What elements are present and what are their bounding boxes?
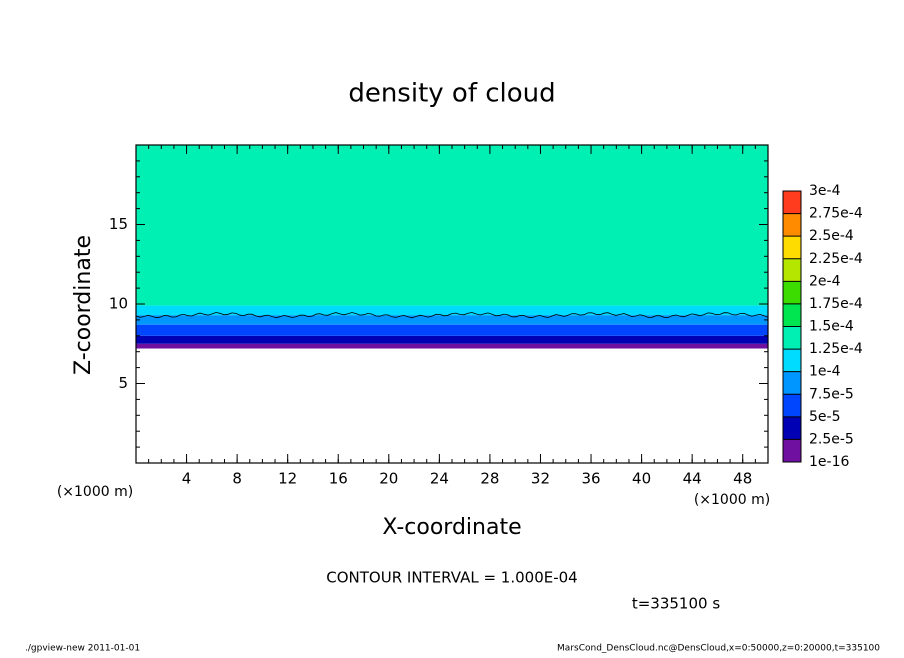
colorbar-label: 1.75e-4 [809, 296, 863, 312]
footer-left: ./gpview-new 2011-01-01 [25, 644, 140, 654]
colorbar-label: 2.5e-5 [809, 431, 854, 447]
colorbar-swatch [783, 303, 801, 327]
colorbar-label: 1e-16 [809, 454, 849, 470]
x-tick-label: 16 [329, 470, 348, 488]
x-tick-label: 28 [480, 470, 499, 488]
colorbar-label: 2e-4 [809, 273, 841, 289]
colorbar-swatch [783, 213, 801, 237]
y-tick-label: 5 [118, 374, 128, 392]
colorbar-swatch [783, 349, 801, 372]
x-unit: (×1000 m) [694, 492, 770, 508]
colorbar-swatch [783, 281, 801, 304]
colorbar-label: 5e-5 [809, 409, 840, 425]
x-tick-label: 48 [733, 470, 752, 488]
y-unit: (×1000 m) [57, 484, 133, 500]
colorbar-swatch [783, 416, 801, 440]
contour-band [136, 335, 768, 344]
colorbar-swatch [783, 326, 801, 350]
colorbar-label: 1.25e-4 [809, 341, 863, 357]
y-tick-label: 15 [109, 215, 128, 233]
x-tick-label: 4 [182, 470, 192, 488]
contour-band [136, 324, 768, 336]
x-axis-label: X-coordinate [382, 515, 521, 540]
colorbar-swatch [783, 371, 801, 395]
contour-band [136, 305, 768, 316]
colorbar-label: 1.5e-4 [809, 319, 854, 335]
y-tick-label: 10 [109, 295, 128, 313]
x-tick-label: 8 [232, 470, 242, 488]
footer-right: MarsCond_DensCloud.nc@DensCloud,x=0:5000… [557, 644, 880, 654]
colorbar-swatch [783, 191, 801, 214]
x-tick-label: 20 [379, 470, 398, 488]
y-axis-label: Z-coordinate [71, 235, 96, 375]
colorbar-swatch [783, 236, 801, 259]
contour-band [136, 343, 768, 349]
x-tick-label: 36 [581, 470, 600, 488]
contour-band [136, 315, 768, 325]
colorbar-label: 3e-4 [809, 183, 841, 199]
colorbar-label: 2.75e-4 [809, 206, 863, 222]
colorbar-label: 2.25e-4 [809, 251, 863, 267]
x-tick-label: 24 [430, 470, 449, 488]
x-tick-label: 32 [531, 470, 550, 488]
x-tick-label: 44 [683, 470, 702, 488]
colorbar-swatch [783, 394, 801, 417]
x-tick-label: 40 [632, 470, 651, 488]
colorbar-label: 1e-4 [809, 364, 841, 380]
x-tick-label: 12 [278, 470, 297, 488]
chart-title: density of cloud [348, 79, 555, 109]
annotation: CONTOUR INTERVAL = 1.000E-04 [326, 569, 577, 587]
colorbar-swatch [783, 439, 801, 462]
contour-band [136, 145, 768, 306]
colorbar-label: 2.5e-4 [809, 228, 854, 244]
time-label: t=335100 s [632, 595, 720, 613]
colorbar-label: 7.5e-5 [809, 386, 854, 402]
colorbar-swatch [783, 258, 801, 282]
contour-line [135, 312, 769, 319]
